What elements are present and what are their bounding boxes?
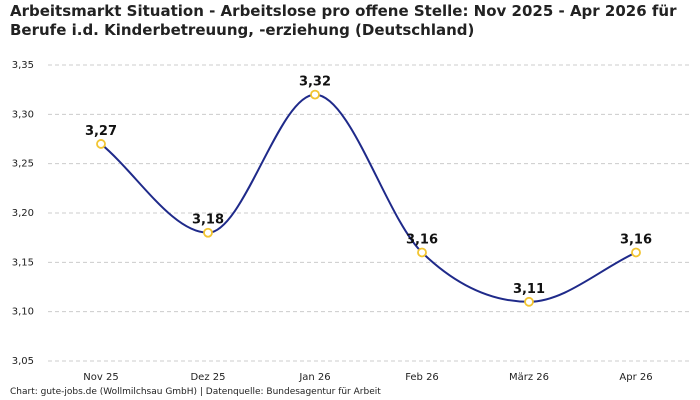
x-tick-label: Apr 26: [619, 372, 652, 383]
data-point: [310, 89, 320, 100]
y-tick-label: 3,25: [12, 159, 34, 170]
data-point: [631, 247, 641, 258]
data-label: 3,16: [620, 232, 652, 247]
data-point: [203, 227, 213, 238]
series-line: [100, 93, 637, 303]
x-tick-label: Jan 26: [298, 372, 330, 383]
y-tick-label: 3,20: [12, 208, 34, 219]
data-point: [524, 296, 534, 307]
data-label: 3,18: [192, 213, 224, 228]
x-tick-label: Feb 26: [405, 372, 439, 383]
chart-footer: Chart: gute-jobs.de (Wollmilchsau GmbH) …: [10, 387, 381, 397]
x-tick-label: Dez 25: [190, 372, 225, 383]
y-tick-label: 3,10: [12, 307, 34, 318]
data-label: 3,32: [299, 75, 331, 90]
data-point: [96, 139, 106, 149]
x-tick-label: März 26: [509, 372, 549, 383]
y-tick-label: 3,15: [12, 257, 34, 268]
data-point: [417, 247, 427, 258]
y-tick-label: 3,35: [12, 60, 34, 71]
data-label: 3,11: [513, 282, 545, 297]
data-label: 3,16: [406, 232, 438, 247]
x-tick-label: Nov 25: [83, 372, 118, 383]
y-tick-label: 3,30: [12, 109, 34, 120]
chart-title: Arbeitsmarkt Situation - Arbeitslose pro…: [10, 2, 677, 39]
y-tick-label: 3,05: [12, 356, 34, 367]
data-label: 3,27: [85, 124, 117, 139]
